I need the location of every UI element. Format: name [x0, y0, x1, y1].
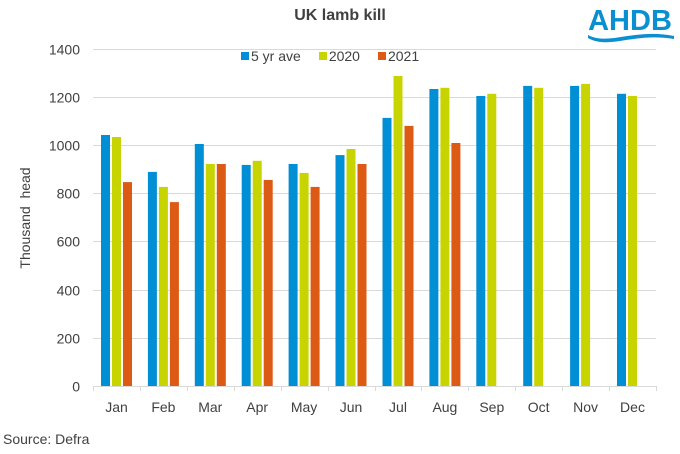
legend-item-5yr-ave: 5 yr ave — [241, 48, 301, 64]
legend-label-2020: 2020 — [328, 48, 360, 64]
x-tick-label: Oct — [528, 399, 550, 415]
chart-title: UK lamb kill — [294, 7, 386, 24]
x-tick-label: Dec — [620, 399, 645, 415]
bar-2020-nov — [581, 83, 591, 387]
legend-item-2021: 2021 — [377, 48, 420, 64]
bar-2020-apr — [252, 160, 262, 386]
x-tick-label: Jun — [340, 399, 363, 415]
bar-2021-aug — [451, 143, 461, 386]
legend-item-2020: 2020 — [318, 48, 360, 64]
x-tick-label: May — [291, 399, 317, 415]
bar-2020-aug — [440, 87, 450, 387]
y-axis-label: Thousand head — [17, 167, 33, 268]
y-tick-label: 800 — [57, 186, 81, 202]
y-tick-label: 200 — [57, 331, 81, 347]
y-tick-label: 1200 — [49, 90, 80, 106]
bar-2021-may — [310, 186, 320, 386]
y-tick-label: 1000 — [49, 138, 80, 154]
bar-5-yr-ave-feb — [147, 171, 157, 386]
bar-5-yr-ave-may — [288, 164, 298, 386]
bar-5-yr-ave-oct — [523, 85, 533, 387]
bar-2020-jan — [112, 137, 121, 386]
bar-2021-jul — [404, 125, 414, 387]
bar-2020-oct — [534, 87, 544, 387]
bar-2020-dec — [628, 96, 637, 386]
gridlines — [93, 49, 656, 339]
x-tick-label: Apr — [246, 399, 268, 415]
x-tick-label: Mar — [198, 399, 222, 415]
bar-5-yr-ave-aug — [429, 89, 439, 386]
bar-5-yr-ave-sep — [476, 96, 486, 386]
legend-swatch-2021 — [377, 52, 386, 60]
y-tick-label: 1400 — [49, 42, 80, 58]
x-tick-label: Feb — [151, 399, 175, 415]
bar-5-yr-ave-dec — [617, 93, 626, 387]
y-tick-label: 600 — [57, 234, 81, 250]
bar-5-yr-ave-jul — [382, 117, 392, 387]
bars — [101, 76, 637, 387]
bar-2021-feb — [169, 202, 179, 386]
bar-2020-jun — [346, 149, 356, 386]
bar-2021-apr — [263, 179, 273, 386]
legend-swatch-5yr-ave — [241, 52, 249, 60]
legend-swatch-2020 — [318, 52, 327, 60]
bar-2020-mar — [205, 164, 215, 386]
legend-label-5yr-ave: 5 yr ave — [251, 48, 301, 64]
bar-5-yr-ave-jun — [335, 155, 345, 386]
x-tick-label: Jan — [105, 399, 128, 415]
y-tick-label: 0 — [72, 379, 80, 395]
x-axis: Jan Feb Mar Apr May Jun Jul Aug Sep Oct Nov Dec — [93, 386, 657, 415]
x-tick-label: Nov — [573, 399, 598, 415]
source-note: Source: Defra — [3, 431, 90, 447]
logo-text: AHDB — [588, 5, 672, 37]
x-tick-label: Sep — [479, 399, 504, 415]
bar-2021-jan — [123, 182, 132, 386]
x-tick-label: Aug — [432, 399, 457, 415]
bar-5-yr-ave-jan — [101, 135, 110, 386]
bar-2020-feb — [158, 186, 168, 386]
bar-2020-sep — [487, 93, 497, 387]
x-tick-label: Jul — [389, 399, 407, 415]
logo-wave-icon — [588, 33, 674, 43]
legend-label-2021: 2021 — [387, 48, 420, 64]
bar-5-yr-ave-mar — [194, 144, 204, 386]
bar-5-yr-ave-nov — [570, 85, 580, 387]
bar-2020-may — [299, 172, 309, 386]
bar-5-yr-ave-apr — [241, 164, 251, 386]
ahdb-logo: AHDB — [588, 5, 674, 43]
bar-2021-jun — [357, 164, 367, 386]
chart-legend: 5 yr ave 2020 2021 — [241, 48, 437, 64]
y-tick-label: 400 — [57, 283, 81, 299]
bar-2021-mar — [216, 164, 226, 386]
bar-2020-jul — [393, 76, 403, 386]
y-axis-ticks: 0 200 400 600 800 1000 1200 1400 — [49, 42, 80, 395]
